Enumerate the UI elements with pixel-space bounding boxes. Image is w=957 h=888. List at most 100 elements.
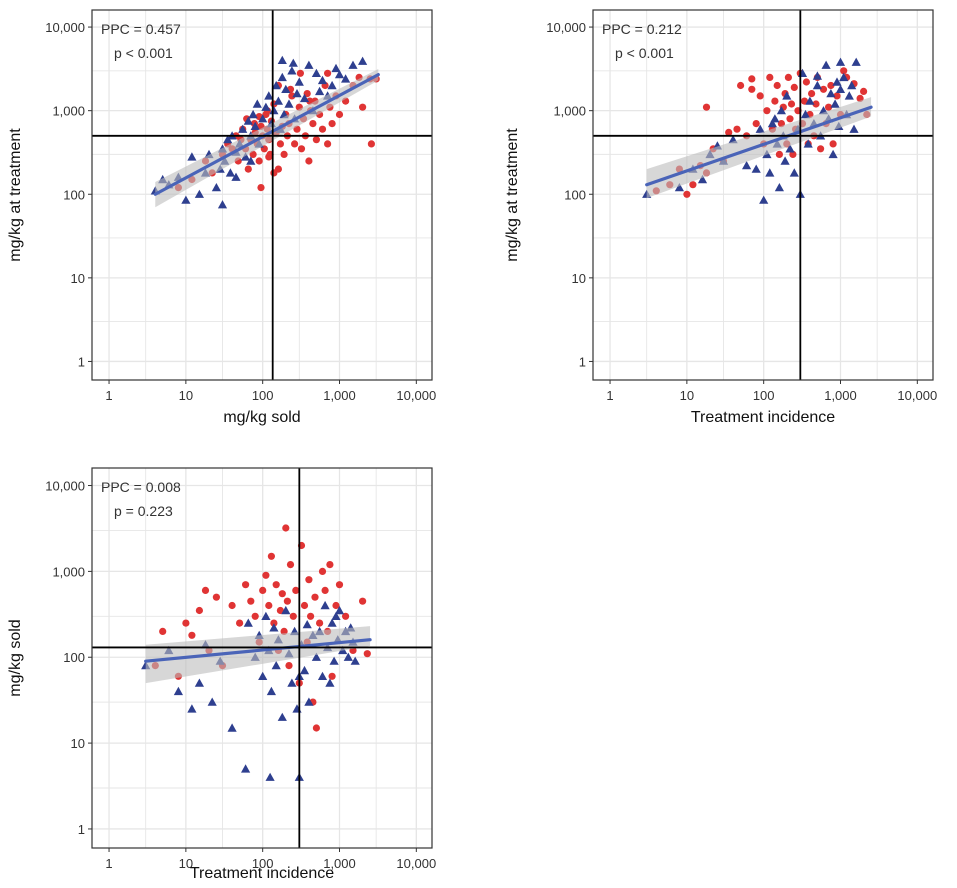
red-circle-point (312, 724, 320, 732)
red-circle-point (321, 586, 329, 595)
blue-triangle-point (265, 772, 275, 781)
red-circle-point (335, 110, 344, 119)
blue-triangle-point (299, 93, 310, 103)
blue-triangle-point (751, 164, 761, 173)
blue-triangle-point (331, 611, 341, 620)
blue-triangle-point (304, 697, 314, 706)
regression-line (144, 638, 372, 663)
blue-triangle-point (329, 656, 339, 665)
blue-triangle-point (187, 152, 197, 161)
red-circle-point (259, 586, 267, 595)
y-tick-label: 1,000 (52, 564, 85, 579)
plot-background (92, 10, 432, 380)
blue-triangle-point (227, 723, 237, 732)
blue-triangle-point (231, 172, 241, 181)
blue-triangle-point (269, 623, 279, 632)
red-circle-point (318, 567, 327, 576)
x-tick-label: 1,000 (323, 856, 356, 871)
red-circle-point (771, 97, 779, 105)
x-tick-label: 100 (252, 388, 274, 403)
red-circle-point (272, 581, 280, 589)
blue-triangle-point (821, 60, 831, 69)
blue-triangle-point (334, 605, 345, 615)
blue-triangle-point (325, 678, 335, 687)
plot-border (91, 9, 433, 381)
blue-triangle-point (194, 189, 204, 198)
red-circle-point (318, 125, 327, 133)
blue-triangle-point (302, 620, 312, 629)
ppc-annotation: PPC = 0.008 (101, 479, 181, 495)
red-circle-point (297, 145, 306, 153)
blue-triangle-point (261, 611, 271, 620)
y-tick-label: 1 (78, 354, 85, 369)
y-tick-label: 10,000 (45, 20, 85, 35)
red-circle-point (286, 561, 295, 569)
red-circle-point (228, 601, 236, 610)
blue-triangle-point (327, 618, 337, 627)
red-circle-point (267, 552, 275, 560)
red-circle-point (342, 612, 350, 620)
red-circle-point (825, 103, 833, 111)
y-tick-label: 10,000 (546, 20, 586, 35)
blue-triangle-point (284, 99, 294, 108)
red-circle-point (251, 612, 259, 620)
blue-triangle-point (327, 80, 337, 90)
blue-triangle-point (250, 121, 260, 130)
blue-triangle-point (755, 124, 765, 133)
red-circle-point (285, 662, 293, 670)
red-circle-point (802, 78, 811, 86)
blue-triangle-point (304, 60, 314, 69)
ppc-annotation: PPC = 0.212 (602, 21, 682, 37)
blue-triangle-point (294, 77, 304, 86)
x-tick-label: 10,000 (396, 388, 436, 403)
red-circle-point (305, 576, 313, 584)
red-circle-point (359, 597, 367, 605)
blue-triangle-point (780, 156, 790, 165)
red-circle-point (303, 90, 311, 98)
regression-line (645, 105, 873, 187)
y-axis-label: mg/kg at treatment (7, 128, 24, 262)
blue-triangle-point (844, 91, 854, 100)
red-circle-point (332, 601, 340, 610)
blue-triangle-point (252, 99, 262, 108)
red-circle-point (819, 85, 828, 93)
red-circle-point (276, 140, 284, 148)
red-circle-point (689, 181, 697, 189)
red-circle-point (829, 140, 837, 148)
p-value-annotation: p < 0.001 (114, 45, 173, 61)
red-circle-point (748, 85, 756, 93)
blue-triangle-point (277, 55, 287, 64)
p-value-annotation: p = 0.223 (114, 503, 173, 519)
blue-triangle-point (281, 84, 291, 93)
y-tick-label: 100 (564, 187, 586, 202)
blue-triangle-point (343, 652, 353, 661)
y-tick-label: 100 (63, 187, 85, 202)
red-circle-point (309, 120, 317, 128)
red-circle-point (255, 157, 263, 165)
red-circle-point (359, 103, 367, 111)
blue-triangle-point (835, 84, 846, 93)
red-circle-point (827, 81, 835, 90)
p-value-annotation: p < 0.001 (615, 45, 674, 61)
x-tick-label: 100 (753, 388, 775, 403)
red-circle-point (201, 586, 210, 595)
red-circle-point (763, 107, 771, 115)
blue-triangle-point (835, 57, 846, 66)
blue-triangle-point (258, 671, 268, 680)
blue-triangle-point (311, 68, 321, 77)
red-circle-point (784, 73, 793, 81)
red-circle-point (270, 619, 278, 627)
blue-triangle-point (266, 686, 276, 696)
blue-triangle-point (767, 119, 777, 128)
blue-triangle-point (851, 57, 861, 66)
blue-triangle-point (277, 712, 287, 721)
red-circle-point (283, 597, 291, 605)
regression-line (153, 73, 380, 196)
x-tick-label: 1 (105, 856, 112, 871)
blue-triangle-point (211, 183, 221, 192)
red-circle-point (775, 150, 784, 158)
plot-border (91, 467, 433, 849)
panel-mgkg-treatment-vs-sold: 1 10 100 1,000 10,000 1 10 100 1,000 10,000 mg/kg … (7, 9, 436, 426)
red-circle-point (752, 120, 760, 128)
blue-triangle-point (832, 77, 842, 86)
